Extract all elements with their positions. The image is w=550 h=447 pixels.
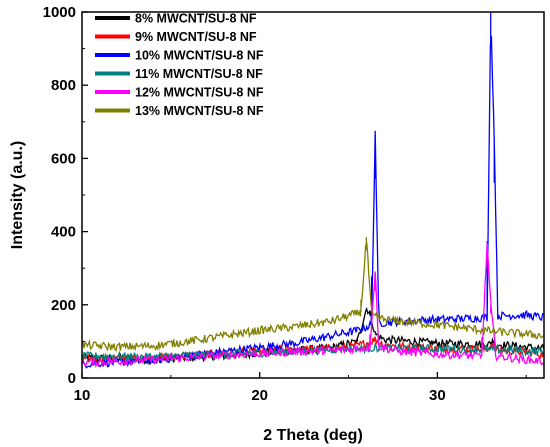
y-tick-label: 0 [68,370,76,387]
y-tick-label: 800 [51,77,76,94]
y-tick-label: 200 [51,297,76,314]
legend-label: 8% MWCNT/SU-8 NF [135,12,257,26]
plot-lines [81,12,545,369]
y-tick-label: 1000 [43,4,76,21]
legend-label: 9% MWCNT/SU-8 NF [135,30,257,44]
x-tick-label: 10 [74,387,91,404]
y-axis-label: Intensity (a.u.) [9,141,26,249]
legend-label: 13% MWCNT/SU-8 NF [135,104,264,118]
axes: 10 20 30 0 200 400 600 800 1000 [43,4,545,404]
y-tick-label: 600 [51,150,76,167]
x-tick-label: 20 [251,387,268,404]
y-tick-label: 400 [51,224,76,241]
x-axis-label: 2 Theta (deg) [263,427,363,444]
series-line-6 [81,237,544,352]
series-line-3 [81,12,545,369]
legend-label: 12% MWCNT/SU-8 NF [135,86,264,100]
legend-label: 11% MWCNT/SU-8 NF [135,67,263,81]
legend: 8% MWCNT/SU-8 NF 9% MWCNT/SU-8 NF 10% MWCN… [95,12,264,118]
legend-label: 10% MWCNT/SU-8 NF [135,49,264,63]
x-tick-label: 30 [429,387,446,404]
